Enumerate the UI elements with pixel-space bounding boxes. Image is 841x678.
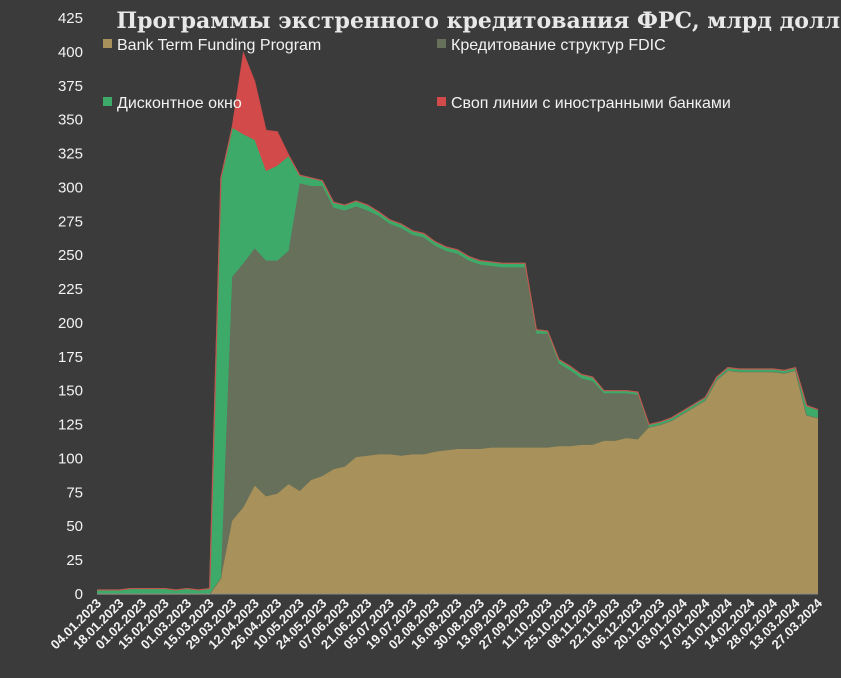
y-tick-label: 350 [58,112,83,129]
series-area-1 [97,183,818,594]
series-area-0 [97,370,818,594]
legend: Bank Term Funding Program Кредитование ст… [103,37,731,112]
y-tick-label: 25 [66,552,83,569]
y-tick-label: 225 [58,281,83,298]
y-tick-label: 200 [58,315,83,332]
y-tick-label: 375 [58,78,83,95]
legend-label: Кредитование структур FDIC [451,37,666,54]
y-tick-label: 0 [75,586,83,603]
legend-swatch [437,39,446,48]
y-tick-label: 50 [66,518,83,535]
series-areas [97,50,819,595]
y-tick-label: 250 [58,247,83,264]
x-axis-ticks: 04.01.202318.01.202301.02.202315.02.2023… [47,595,825,652]
y-axis-ticks: 0 25 50 75 100 125 150 175 200 225 250 275 300 325 350… [58,10,83,603]
y-tick-label: 275 [58,213,83,230]
y-tick-label: 175 [58,349,83,366]
chart-title: Программы экстренного кредитования ФРС, … [116,8,840,34]
legend-label: Bank Term Funding Program [117,37,321,54]
y-tick-label: 325 [58,146,83,163]
y-tick-label: 125 [58,417,83,434]
y-tick-label: 100 [58,450,83,467]
legend-swatch [103,97,112,106]
y-tick-label: 400 [58,44,83,61]
y-tick-label: 150 [58,383,83,400]
legend-swatch [103,39,112,48]
legend-label: Дисконтное окно [117,95,242,112]
legend-label: Своп линии с иностранными банками [451,95,731,112]
y-tick-label: 425 [58,10,83,27]
series-area-2 [97,127,818,594]
y-tick-label: 75 [66,484,83,501]
y-tick-label: 300 [58,179,83,196]
legend-swatch [437,97,446,106]
series-edge-3 [97,50,819,591]
